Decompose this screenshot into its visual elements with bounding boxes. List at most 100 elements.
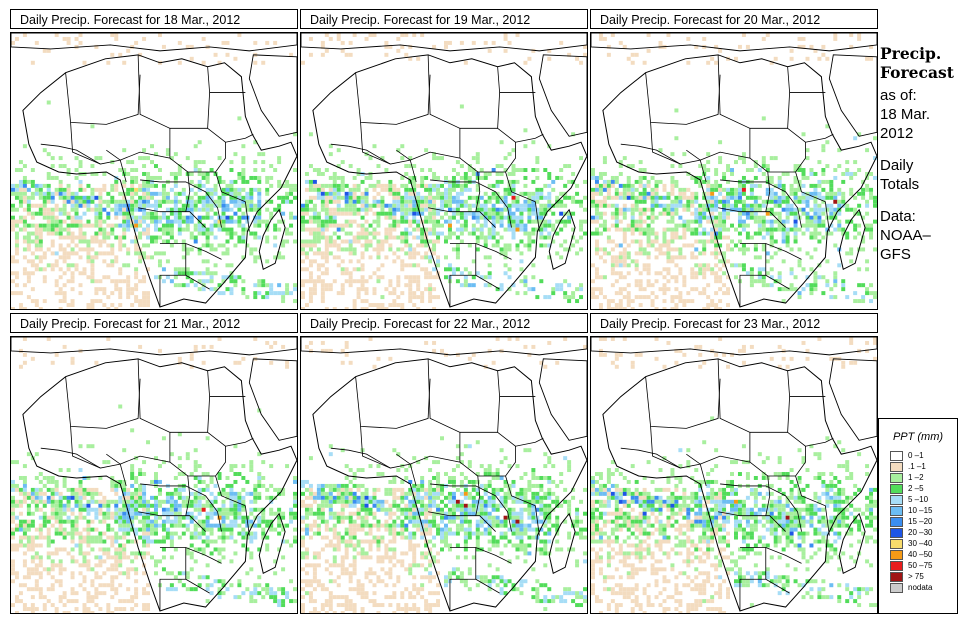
country-border (185, 171, 191, 212)
country-border (505, 475, 540, 536)
country-border (355, 72, 431, 125)
country-border (720, 483, 802, 532)
precip-field (301, 337, 587, 613)
country-border (159, 274, 186, 308)
country-border (787, 431, 834, 447)
country-border (159, 243, 222, 260)
caption-heading-line2: Forecast (880, 63, 954, 82)
europe-coastline (301, 337, 587, 356)
precip-map (10, 32, 298, 310)
legend-swatch (890, 450, 903, 461)
legend-swatch (890, 494, 903, 505)
country-border (620, 143, 681, 165)
legend-swatch (890, 505, 903, 516)
legend-row: > 75 (890, 571, 957, 582)
country-border (427, 54, 501, 129)
country-border (739, 547, 802, 564)
country-border (159, 578, 186, 612)
arabia-coastline (538, 54, 587, 137)
europe-coastline (591, 337, 877, 356)
country-border (497, 127, 544, 143)
africa-coastline (312, 358, 587, 612)
country-border (65, 72, 141, 125)
legend-row: 5 –10 (890, 494, 957, 505)
precip-field (11, 33, 297, 309)
legend-row: 2 –5 (890, 483, 957, 494)
legend-label: 30 –40 (908, 539, 933, 548)
country-border (717, 54, 791, 129)
country-border (650, 122, 751, 165)
country-border (449, 547, 512, 564)
legend-label: > 75 (908, 572, 924, 581)
legend-swatch (890, 527, 903, 538)
europe-coastline (301, 33, 587, 52)
country-border (428, 511, 496, 532)
europe-coastline (11, 337, 297, 356)
country-border (140, 483, 222, 532)
legend-label: nodata (908, 583, 933, 592)
madagascar-coastline (258, 512, 286, 575)
country-border (65, 376, 141, 429)
country-border (449, 578, 476, 612)
legend-row: 15 –20 (890, 516, 957, 527)
country-border (137, 54, 211, 129)
precip-map (300, 336, 588, 614)
country-border (185, 475, 191, 516)
arabia-coastline (248, 54, 297, 137)
country-border (140, 179, 222, 228)
madagascar-coastline (548, 512, 576, 575)
europe-coastline (591, 33, 877, 52)
africa-coastline (602, 54, 877, 308)
legend-label: 50 –75 (908, 561, 933, 570)
caption-asof-date: 18 Mar. (880, 106, 931, 123)
country-border (138, 207, 206, 228)
legend-label: 15 –20 (908, 517, 933, 526)
panel-title: Daily Precip. Forecast for 22 Mar., 2012 (300, 313, 588, 333)
country-border (396, 149, 417, 183)
country-border (739, 243, 802, 260)
country-border (427, 358, 501, 433)
country-border (430, 179, 512, 228)
legend-swatch (890, 472, 903, 483)
caption-totals-line1: Daily (880, 157, 914, 174)
legend-row: 0 –1 (890, 450, 957, 461)
arabia-coastline (538, 358, 587, 441)
country-border (765, 171, 771, 212)
country-border (207, 127, 254, 143)
precip-field (11, 337, 297, 613)
country-border (718, 511, 786, 532)
europe-coastline (11, 33, 297, 52)
caption-totals-line2: Totals (880, 176, 920, 193)
legend-swatch (890, 483, 903, 494)
country-border (360, 426, 461, 469)
caption-data-source: NOAA– (880, 227, 931, 244)
legend-swatch (890, 582, 903, 593)
country-border (40, 447, 101, 469)
madagascar-coastline (548, 208, 576, 271)
legend-label: 1 –2 (908, 473, 924, 482)
country-border (459, 446, 516, 477)
legend-row: 10 –15 (890, 505, 957, 516)
legend-row: 1 –2 (890, 472, 957, 483)
legend-label: 40 –50 (908, 550, 933, 559)
country-border (70, 122, 171, 165)
country-border (686, 149, 707, 183)
legend-label: 0 –1 (908, 451, 924, 460)
map-caption: Precip. Forecast as of: 18 Mar. 2012 Dai… (880, 44, 964, 264)
caption-data-model: GFS (880, 246, 911, 263)
legend-row: .1 –1 (890, 461, 957, 472)
legend-label: 5 –10 (908, 495, 929, 504)
legend-swatch (890, 549, 903, 560)
country-border (475, 475, 481, 516)
caption-asof-label: as of: (880, 87, 917, 104)
panel-title: Daily Precip. Forecast for 19 Mar., 2012 (300, 9, 588, 29)
legend-row: 40 –50 (890, 549, 957, 560)
country-border (355, 376, 431, 429)
country-border (645, 376, 721, 429)
legend-label: 2 –5 (908, 484, 924, 493)
country-border (40, 143, 101, 165)
country-border (106, 453, 127, 487)
country-border (645, 72, 721, 125)
panel-title: Daily Precip. Forecast for 21 Mar., 2012 (10, 313, 298, 333)
country-border (795, 475, 830, 536)
